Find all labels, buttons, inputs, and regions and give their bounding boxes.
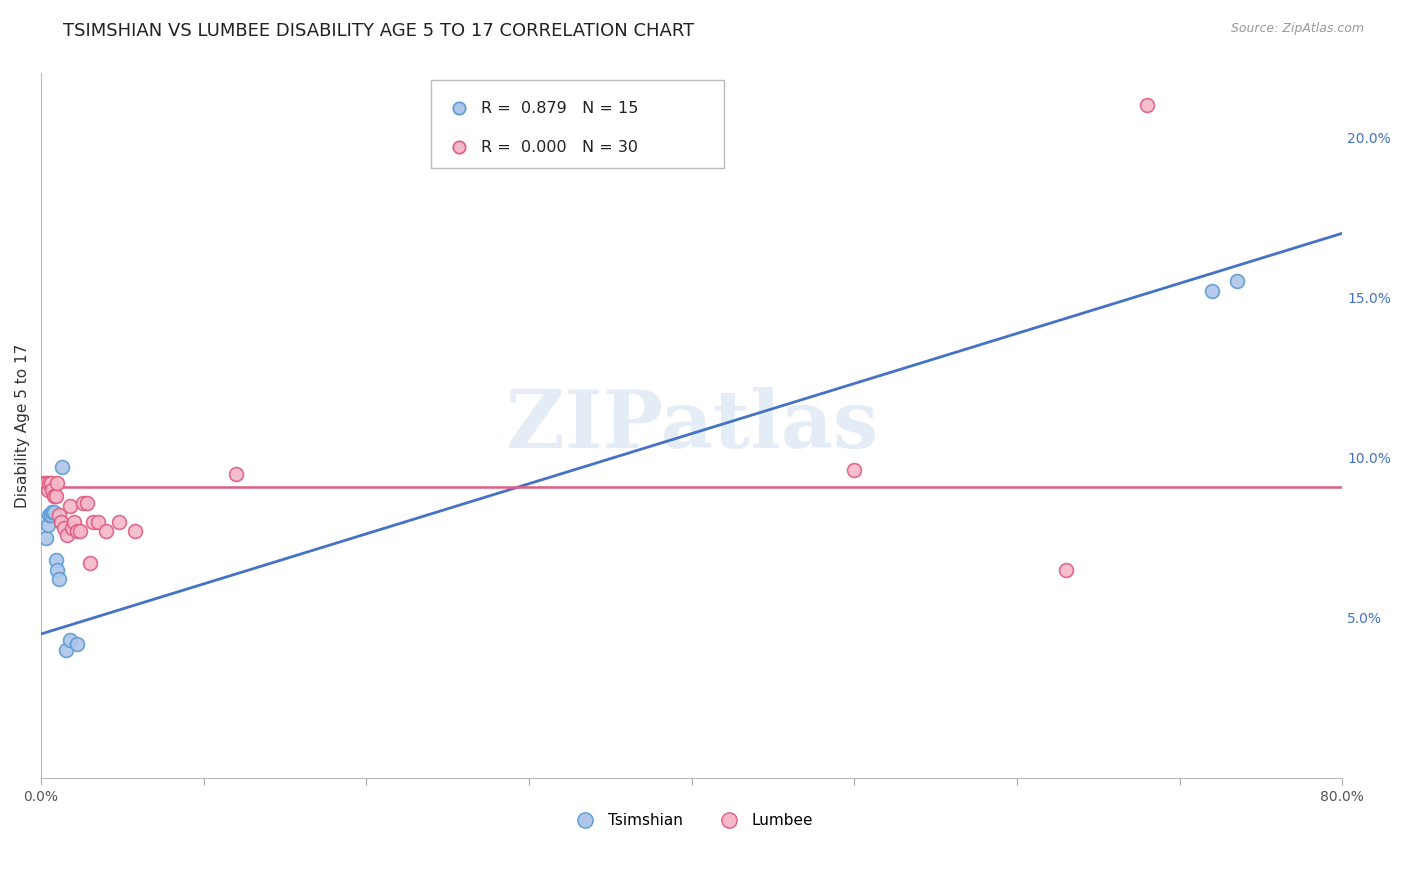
Point xyxy=(39,508,62,523)
Point xyxy=(41,483,63,497)
Point xyxy=(34,476,56,491)
Point xyxy=(48,573,70,587)
Point xyxy=(124,524,146,539)
Point xyxy=(42,489,65,503)
Point xyxy=(1225,274,1247,288)
Point xyxy=(1136,98,1159,112)
Point xyxy=(59,499,82,513)
Point xyxy=(844,463,866,477)
Point xyxy=(66,637,89,651)
Point xyxy=(1054,563,1077,577)
Point xyxy=(56,527,79,541)
Point xyxy=(45,489,67,503)
Point xyxy=(79,557,101,571)
Point xyxy=(37,518,59,533)
Text: R =  0.879   N = 15: R = 0.879 N = 15 xyxy=(481,101,638,116)
Point xyxy=(87,515,110,529)
Point xyxy=(82,515,104,529)
Legend: Tsimshian, Lumbee: Tsimshian, Lumbee xyxy=(564,807,820,834)
Point xyxy=(46,476,69,491)
Point xyxy=(225,467,247,481)
Point xyxy=(51,460,73,475)
Text: R =  0.000   N = 30: R = 0.000 N = 30 xyxy=(481,139,638,154)
Point xyxy=(46,563,69,577)
Point xyxy=(55,643,77,657)
Point xyxy=(38,508,60,523)
Point xyxy=(69,524,91,539)
Point xyxy=(48,508,70,523)
Text: ZIPatlas: ZIPatlas xyxy=(506,386,877,465)
Point xyxy=(45,553,67,567)
Point xyxy=(1201,284,1223,298)
Point xyxy=(35,531,58,545)
Point xyxy=(52,521,75,535)
Point xyxy=(42,505,65,519)
Point xyxy=(49,515,72,529)
Text: TSIMSHIAN VS LUMBEE DISABILITY AGE 5 TO 17 CORRELATION CHART: TSIMSHIAN VS LUMBEE DISABILITY AGE 5 TO … xyxy=(63,22,695,40)
Point xyxy=(39,476,62,491)
Point xyxy=(72,495,94,509)
FancyBboxPatch shape xyxy=(432,80,724,169)
Point xyxy=(60,521,83,535)
Y-axis label: Disability Age 5 to 17: Disability Age 5 to 17 xyxy=(15,343,30,508)
Point xyxy=(38,476,60,491)
Point xyxy=(96,524,118,539)
Point xyxy=(62,515,84,529)
Point xyxy=(35,476,58,491)
Point xyxy=(66,524,89,539)
Point xyxy=(59,633,82,648)
Text: Source: ZipAtlas.com: Source: ZipAtlas.com xyxy=(1230,22,1364,36)
Point xyxy=(108,515,131,529)
Point xyxy=(37,483,59,497)
Point xyxy=(76,495,98,509)
Point xyxy=(41,505,63,519)
